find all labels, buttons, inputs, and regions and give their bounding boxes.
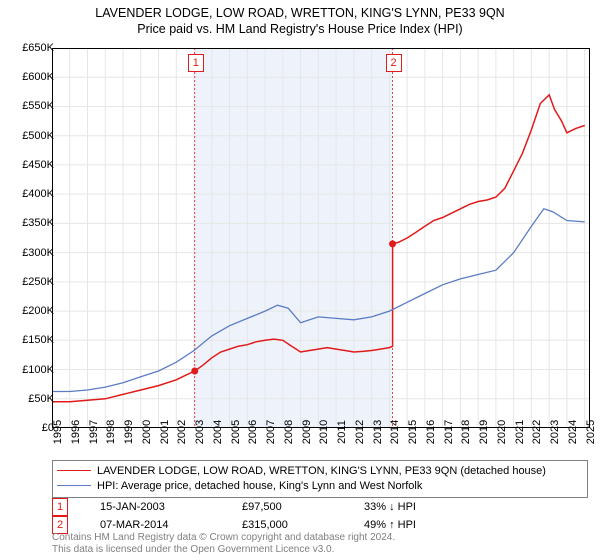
- x-tick-label: 2000: [141, 420, 153, 444]
- y-tick-label: £450K: [22, 159, 54, 171]
- shaded-range: [195, 48, 393, 428]
- sale-row: 1 15-JAN-2003 £97,500 33% ↓ HPI: [52, 498, 464, 516]
- x-tick-label: 2022: [531, 420, 543, 444]
- legend-label: LAVENDER LODGE, LOW ROAD, WRETTON, KING'…: [97, 465, 546, 477]
- x-tick-label: 2020: [496, 420, 508, 444]
- x-tick-label: 2017: [443, 420, 455, 444]
- x-tick-label: 1995: [52, 420, 64, 444]
- x-tick-label: 2014: [389, 420, 401, 444]
- x-tick-label: 2002: [176, 420, 188, 444]
- legend-label: HPI: Average price, detached house, King…: [97, 480, 422, 492]
- x-tick-label: 2013: [372, 420, 384, 444]
- x-tick-label: 2007: [265, 420, 277, 444]
- footer: Contains HM Land Registry data © Crown c…: [52, 532, 395, 556]
- y-tick-label: £350K: [22, 217, 54, 229]
- x-tick-label: 2012: [354, 420, 366, 444]
- page-title-line2: Price paid vs. HM Land Registry's House …: [0, 22, 600, 36]
- legend-swatch: [57, 470, 91, 471]
- x-tick-label: 2003: [194, 420, 206, 444]
- y-tick-label: £50K: [28, 393, 54, 405]
- x-tick-label: 2011: [336, 420, 348, 444]
- x-tick-label: 2024: [567, 420, 579, 444]
- x-tick-label: 2005: [230, 420, 242, 444]
- x-tick-label: 1996: [70, 420, 82, 444]
- y-tick-label: £650K: [22, 42, 54, 54]
- x-tick-label: 2010: [318, 420, 330, 444]
- x-tick-label: 2015: [407, 420, 419, 444]
- chart-area: [52, 48, 590, 428]
- sales-table: 115-JAN-2003£97,50033% ↓ HPI207-MAR-2014…: [52, 498, 464, 534]
- x-tick-label: 2009: [301, 420, 313, 444]
- legend-row: LAVENDER LODGE, LOW ROAD, WRETTON, KING'…: [57, 463, 583, 478]
- legend-row: HPI: Average price, detached house, King…: [57, 478, 583, 493]
- x-tick-label: 1998: [105, 420, 117, 444]
- y-tick-label: £500K: [22, 130, 54, 142]
- y-tick-label: £200K: [22, 305, 54, 317]
- x-tick-label: 2025: [585, 420, 597, 444]
- y-tick-label: £250K: [22, 276, 54, 288]
- x-tick-label: 1999: [123, 420, 135, 444]
- y-tick-label: £600K: [22, 71, 54, 83]
- x-tick-label: 1997: [88, 420, 100, 444]
- x-tick-label: 2019: [478, 420, 490, 444]
- y-tick-label: £150K: [22, 334, 54, 346]
- x-tick-label: 2018: [460, 420, 472, 444]
- sale-marker-box: 1: [188, 54, 204, 72]
- legend: LAVENDER LODGE, LOW ROAD, WRETTON, KING'…: [52, 460, 588, 498]
- y-tick-label: £550K: [22, 100, 54, 112]
- sale-pct-vs-hpi: 33% ↓ HPI: [364, 498, 464, 516]
- x-tick-label: 2008: [283, 420, 295, 444]
- y-tick-label: £400K: [22, 188, 54, 200]
- x-tick-label: 2004: [212, 420, 224, 444]
- chart-svg: [52, 48, 590, 428]
- sale-marker-icon: 1: [52, 498, 68, 516]
- y-tick-label: £300K: [22, 247, 54, 259]
- sale-date: 15-JAN-2003: [100, 498, 210, 516]
- sale-price: £97,500: [242, 498, 332, 516]
- legend-swatch: [57, 485, 91, 486]
- sale-marker-box: 2: [386, 54, 402, 72]
- sale-point: [389, 240, 396, 247]
- x-tick-label: 2001: [159, 420, 171, 444]
- footer-line1: Contains HM Land Registry data © Crown c…: [52, 532, 395, 544]
- x-tick-label: 2016: [425, 420, 437, 444]
- x-tick-label: 2023: [549, 420, 561, 444]
- sale-point: [191, 368, 198, 375]
- title-block: LAVENDER LODGE, LOW ROAD, WRETTON, KING'…: [0, 0, 600, 36]
- page-title-line1: LAVENDER LODGE, LOW ROAD, WRETTON, KING'…: [0, 6, 600, 20]
- y-tick-label: £100K: [22, 364, 54, 376]
- x-tick-label: 2006: [247, 420, 259, 444]
- footer-line2: This data is licensed under the Open Gov…: [52, 544, 395, 556]
- x-tick-label: 2021: [514, 420, 526, 444]
